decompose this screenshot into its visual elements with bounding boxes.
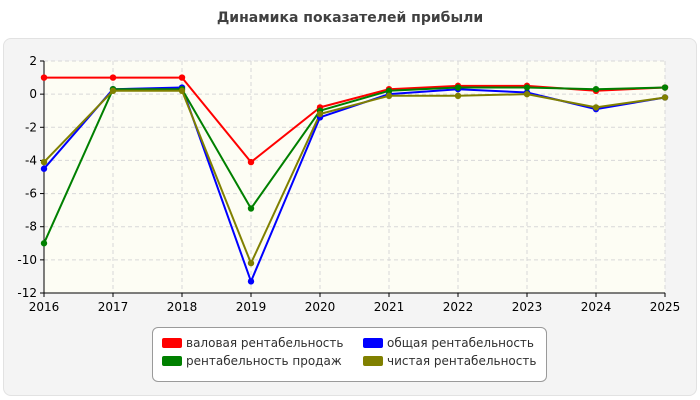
x-tick-label: 2017 [98,300,129,314]
x-tick-label: 2023 [512,300,543,314]
x-tick-label: 2025 [650,300,681,314]
x-tick-label: 2020 [305,300,336,314]
data-point [109,74,117,81]
legend-label: общая рентабельность [387,336,534,350]
legend-swatch [363,338,383,348]
y-tick-label: -8 [25,220,37,234]
series-line-3 [43,86,666,244]
data-point [40,240,48,247]
legend-swatch [363,356,383,366]
legend-item-net: чистая рентабельность [363,354,536,368]
data-point [385,92,393,100]
y-tick-label: -2 [25,120,37,134]
data-point [523,90,531,98]
x-tick-label: 2018 [167,300,198,314]
data-point [40,74,48,81]
data-point [178,87,186,95]
legend-swatch [162,338,182,348]
legend-item-sales: рентабельность продаж [162,354,342,368]
x-tick-label: 2016 [29,300,60,314]
data-point [247,205,255,212]
legend-label: рентабельность продаж [186,354,342,368]
series-line-4 [43,89,666,265]
data-point [454,92,462,100]
data-point [109,87,117,95]
x-tick-label: 2022 [443,300,474,314]
y-tick-label: -12 [17,286,37,300]
chart-title: Динамика показателей прибыли [216,10,484,26]
legend-swatch [162,356,182,366]
data-point [247,158,255,166]
axes [40,60,666,297]
y-tick-label: -10 [17,253,37,267]
data-point [247,278,255,285]
series-group [40,74,669,285]
data-point [661,84,669,91]
y-tick-label: -4 [25,153,37,167]
data-point [316,110,324,118]
data-point [454,84,462,91]
data-point [523,84,531,91]
y-tick-label: 2 [29,54,37,68]
data-point [247,259,255,267]
legend-item-total: общая рентабельность [363,336,534,350]
plot-area [44,61,665,293]
data-point [592,85,600,93]
data-point [40,165,48,172]
x-tick-label: 2024 [581,300,612,314]
data-point [385,87,393,95]
legend-item-gross: валовая рентабельность [162,336,343,350]
data-point [178,74,186,81]
legend: валовая рентабельность общая рентабельно… [152,327,547,382]
y-tick-label: 0 [29,87,37,101]
data-point [40,158,48,166]
data-point [592,104,600,111]
x-tick-label: 2019 [236,300,267,314]
grid [43,60,666,294]
legend-label: чистая рентабельность [387,354,537,368]
data-point [661,94,669,101]
y-tick-label: -6 [25,187,37,201]
x-tick-label: 2021 [374,300,405,314]
legend-label: валовая рентабельность [186,336,344,350]
